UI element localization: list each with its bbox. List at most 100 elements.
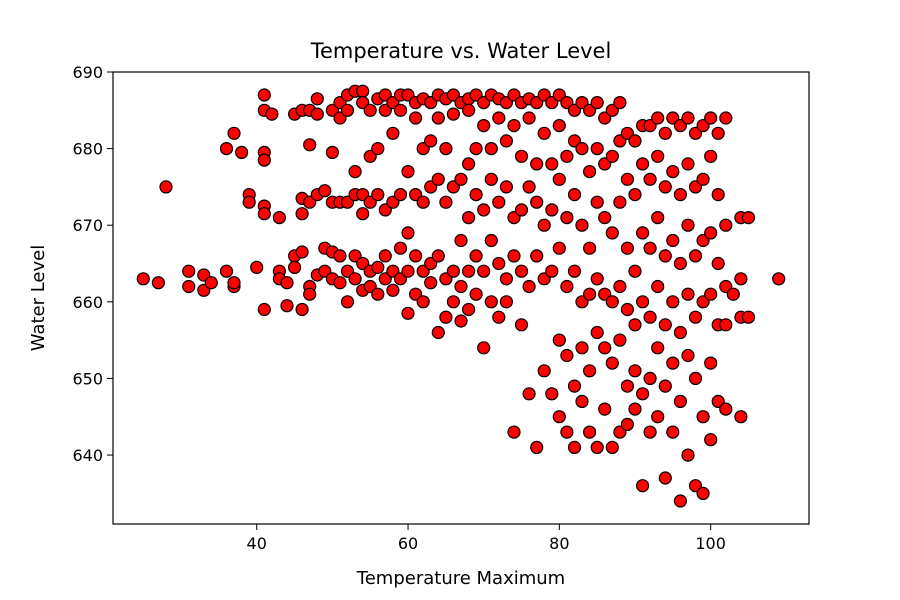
data-point xyxy=(681,157,695,171)
data-point xyxy=(590,440,604,454)
data-point xyxy=(484,142,498,156)
data-point xyxy=(219,142,234,156)
data-point xyxy=(734,410,748,424)
data-point xyxy=(605,356,619,370)
data-points xyxy=(136,84,786,508)
data-point xyxy=(673,188,688,202)
data-point xyxy=(628,264,642,278)
data-point xyxy=(545,387,559,401)
data-point xyxy=(688,249,703,263)
data-point xyxy=(257,88,271,102)
data-point xyxy=(681,111,695,125)
data-point xyxy=(704,149,718,163)
data-point xyxy=(598,211,612,225)
data-point xyxy=(704,433,718,447)
y-tick-label: 650 xyxy=(72,369,103,388)
data-point xyxy=(643,425,657,439)
data-point xyxy=(522,387,536,401)
data-point xyxy=(439,142,453,156)
data-point xyxy=(635,157,650,171)
data-point xyxy=(575,142,589,156)
data-point xyxy=(401,306,415,320)
data-point xyxy=(454,314,468,328)
x-tick-label: 80 xyxy=(549,534,569,553)
data-point xyxy=(318,184,332,198)
data-point xyxy=(371,260,385,274)
data-point xyxy=(666,165,680,179)
data-point xyxy=(567,264,582,278)
data-point xyxy=(605,226,619,240)
data-point xyxy=(582,165,597,179)
data-point xyxy=(688,371,703,385)
data-point xyxy=(598,341,612,355)
data-point xyxy=(530,249,544,263)
data-point xyxy=(257,153,271,167)
data-point xyxy=(333,276,347,290)
data-point xyxy=(552,410,566,424)
data-point xyxy=(514,264,529,278)
data-point xyxy=(575,218,589,232)
data-point xyxy=(545,203,559,217)
data-point xyxy=(590,95,604,110)
data-point xyxy=(560,211,574,225)
data-point xyxy=(356,207,370,221)
data-point xyxy=(582,364,597,378)
data-point xyxy=(477,264,491,278)
data-point xyxy=(522,180,536,194)
data-point xyxy=(552,118,566,133)
data-point xyxy=(348,272,362,286)
data-point xyxy=(159,180,173,194)
data-point xyxy=(696,410,710,424)
data-point xyxy=(492,111,506,125)
data-point xyxy=(681,348,695,363)
data-point xyxy=(454,172,468,186)
data-point xyxy=(704,356,718,370)
data-point xyxy=(582,425,597,439)
data-point xyxy=(590,272,604,286)
data-point xyxy=(620,241,635,255)
data-point xyxy=(590,142,604,156)
data-point xyxy=(560,425,574,439)
data-point xyxy=(272,211,286,225)
data-point xyxy=(371,287,385,301)
data-point xyxy=(371,142,385,156)
data-point xyxy=(582,287,597,301)
data-point xyxy=(567,188,582,202)
data-point xyxy=(666,295,680,309)
data-point xyxy=(719,218,733,232)
data-point xyxy=(356,84,370,98)
data-point xyxy=(711,256,725,271)
data-point xyxy=(469,287,483,301)
data-point xyxy=(726,287,740,301)
data-point xyxy=(227,126,241,140)
data-point xyxy=(288,260,302,274)
data-point xyxy=(575,394,589,408)
data-point xyxy=(469,142,483,156)
data-point xyxy=(416,295,430,309)
data-point xyxy=(295,207,309,221)
data-point xyxy=(643,371,657,385)
data-point xyxy=(136,272,150,286)
x-tick-label: 100 xyxy=(695,534,726,553)
data-point xyxy=(590,195,604,209)
data-point xyxy=(401,226,415,240)
data-point xyxy=(386,126,400,140)
data-point xyxy=(635,479,650,493)
data-point xyxy=(393,241,408,255)
data-point xyxy=(340,103,355,117)
data-point xyxy=(499,180,513,194)
data-point xyxy=(567,379,582,393)
data-point xyxy=(741,310,756,324)
data-point xyxy=(386,283,400,297)
x-axis: 40 60 80 100 xyxy=(247,524,726,553)
data-point xyxy=(431,172,445,186)
data-point xyxy=(492,310,506,324)
data-point xyxy=(658,471,672,485)
data-point xyxy=(310,107,324,121)
data-point xyxy=(325,145,339,159)
data-point xyxy=(772,272,786,286)
data-point xyxy=(560,279,574,294)
y-tick-label: 690 xyxy=(72,63,103,82)
data-point xyxy=(182,279,196,294)
data-point xyxy=(378,249,392,263)
